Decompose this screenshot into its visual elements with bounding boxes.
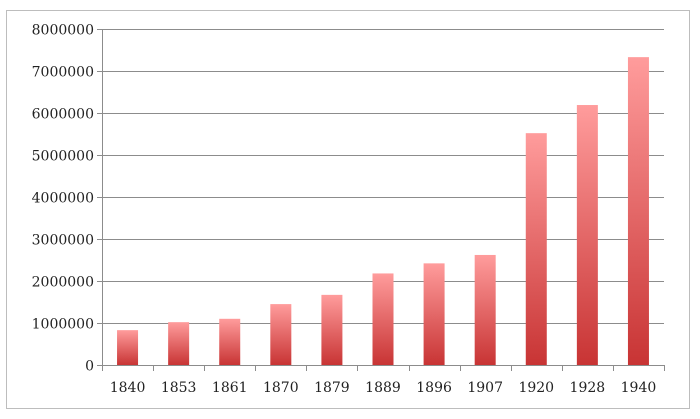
y-tick-label: 2000000 — [32, 275, 94, 291]
bar-1853 — [168, 322, 190, 365]
y-tick-label: 7000000 — [32, 65, 94, 81]
bar-1889 — [372, 273, 394, 365]
bar-1879 — [321, 294, 343, 365]
y-tick-label: 1000000 — [32, 317, 94, 333]
x-tick-label: 1920 — [518, 380, 554, 396]
y-tick-label: 5000000 — [32, 149, 94, 165]
bar-1907 — [474, 254, 496, 365]
y-axis-ticks: 0 1000000 2000000 3000000 4000000 5000000 6000… — [32, 23, 102, 375]
x-tick-label: 1861 — [212, 380, 248, 396]
x-tick-label: 1907 — [467, 380, 503, 396]
bar-1861 — [219, 318, 241, 365]
axes — [102, 29, 664, 366]
x-tick-label: 1889 — [365, 380, 401, 396]
bar-1840 — [117, 330, 139, 365]
bar-1928 — [576, 105, 598, 366]
x-tick-label: 1853 — [161, 380, 197, 396]
y-tick-label: 0 — [85, 359, 94, 375]
gridlines — [102, 29, 664, 324]
bar-1940 — [627, 57, 649, 365]
y-tick-label: 3000000 — [32, 233, 94, 249]
bars — [117, 57, 649, 366]
y-tick-label: 4000000 — [32, 191, 94, 207]
x-tick-label: 1840 — [110, 380, 146, 396]
x-tick-label: 1940 — [621, 380, 657, 396]
x-tick-label: 1928 — [570, 380, 606, 396]
bar-1896 — [423, 263, 445, 365]
bar-1870 — [270, 304, 292, 365]
x-axis-ticks: 1840 1853 1861 1870 1879 1889 1896 1907 1920 1928… — [102, 365, 665, 396]
x-tick-label: 1870 — [263, 380, 299, 396]
x-tick-label: 1896 — [416, 380, 452, 396]
x-tick-label: 1879 — [314, 380, 350, 396]
y-tick-label: 6000000 — [32, 107, 94, 123]
bar-1920 — [525, 133, 547, 365]
y-tick-label: 8000000 — [32, 23, 94, 39]
